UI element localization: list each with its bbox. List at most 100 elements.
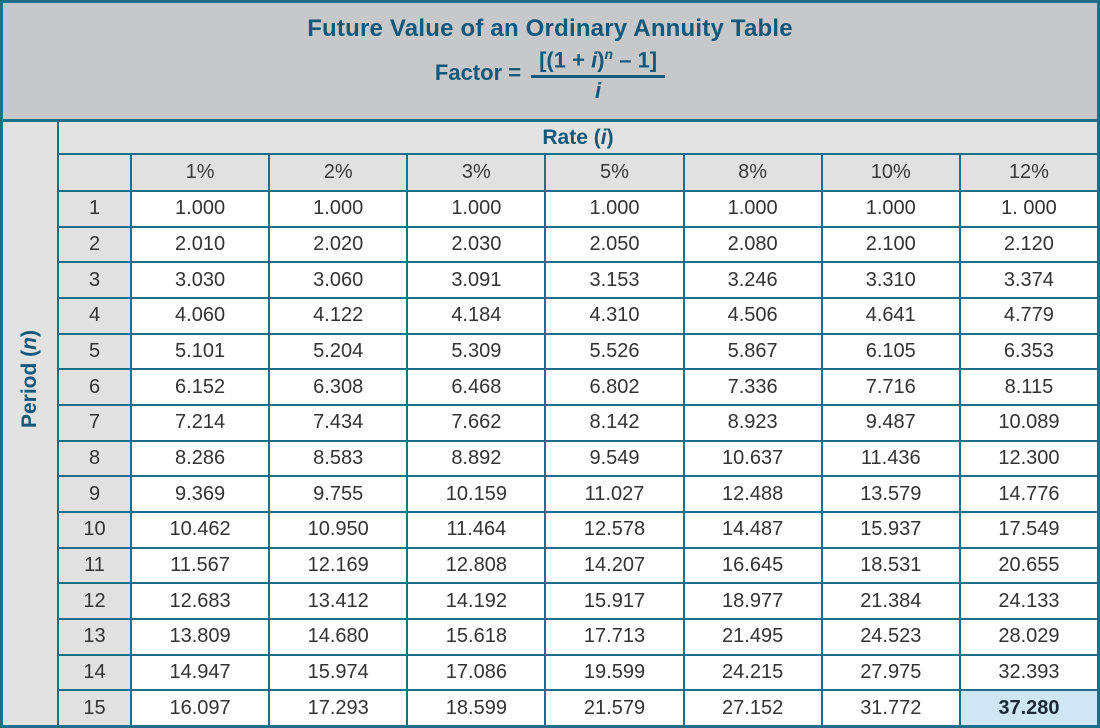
- value-cell: 14.680: [270, 620, 407, 654]
- value-cell: 11.027: [546, 477, 683, 511]
- value-cell: 1.000: [270, 192, 407, 226]
- value-cell: 10.637: [684, 441, 821, 476]
- value-cell: 21.384: [822, 584, 959, 618]
- period-cell: 4: [59, 299, 130, 333]
- value-cell: 15.618: [408, 620, 545, 654]
- period-axis-label: Period (n): [18, 329, 42, 428]
- value-cell: 4.060: [132, 299, 269, 333]
- value-cell: 9.487: [822, 406, 959, 440]
- value-cell: 6.353: [960, 334, 1097, 369]
- period-cell: 3: [59, 263, 130, 297]
- value-cell: 5.867: [684, 334, 821, 369]
- value-cell: 5.101: [132, 334, 269, 369]
- formula-numerator: [(1 + i)n – 1]: [531, 46, 666, 78]
- value-cell: 24.133: [960, 584, 1097, 618]
- value-cell: 7.336: [684, 370, 821, 404]
- value-cell: 2.010: [132, 227, 269, 262]
- value-cell: 12.683: [132, 584, 269, 618]
- value-cell: 7.214: [132, 406, 269, 440]
- value-cell: 1.000: [546, 192, 683, 226]
- value-cell: 24.215: [684, 655, 821, 690]
- value-cell: 12.169: [270, 548, 407, 583]
- value-cell: 1. 000: [960, 192, 1097, 226]
- value-cell: 9.755: [270, 477, 407, 511]
- formula-denominator: i: [595, 77, 602, 103]
- value-cell: 1.000: [822, 192, 959, 226]
- corner-cell: [59, 155, 130, 190]
- factor-formula: Factor = [(1 + i)n – 1] i: [3, 45, 1097, 103]
- period-cell: 1: [59, 192, 130, 226]
- period-axis-strip: Period (n): [0, 122, 57, 728]
- value-cell: 17.549: [960, 513, 1097, 547]
- value-cell: 9.369: [132, 477, 269, 511]
- formula-lhs: Factor =: [434, 59, 522, 85]
- value-cell: 14.947: [132, 655, 269, 690]
- value-cell: 4.122: [270, 299, 407, 333]
- value-cell: 8.923: [684, 406, 821, 440]
- value-cell: 12.488: [684, 477, 821, 511]
- value-cell: 14.487: [684, 513, 821, 547]
- value-cell: 5.526: [546, 334, 683, 369]
- value-cell: 3.246: [684, 263, 821, 297]
- period-cell: 10: [59, 513, 130, 547]
- value-cell: 27.152: [684, 691, 821, 725]
- period-cell: 6: [59, 370, 130, 404]
- value-cell: 17.713: [546, 620, 683, 654]
- value-cell: 8.286: [132, 441, 269, 476]
- value-cell: 12.808: [408, 548, 545, 583]
- value-cell: 27.975: [822, 655, 959, 690]
- value-cell: 3.374: [960, 263, 1097, 297]
- rate-column-header: 5%: [546, 155, 683, 190]
- value-cell: 2.120: [960, 227, 1097, 262]
- value-cell: 7.662: [408, 406, 545, 440]
- rate-column-header: 3%: [408, 155, 545, 190]
- value-cell: 4.310: [546, 299, 683, 333]
- value-cell: 11.464: [408, 513, 545, 547]
- value-cell: 10.950: [270, 513, 407, 547]
- annuity-factor-table: Rate (i) 1% 2% 3% 5% 8% 10% 12% 1 1.000 1.000 1.00…: [57, 122, 1100, 728]
- period-cell: 14: [59, 655, 130, 690]
- value-cell: 4.641: [822, 299, 959, 333]
- period-cell: 7: [59, 406, 130, 440]
- rate-column-header: 8%: [684, 155, 821, 190]
- table-body-area: Period (n) Rate (i) 1% 2% 3% 5% 8% 10% 12% 1 1.0…: [0, 122, 1100, 728]
- value-cell: 31.772: [822, 691, 959, 725]
- value-cell: 21.579: [546, 691, 683, 725]
- value-cell: 9.549: [546, 441, 683, 476]
- value-cell: 11.567: [132, 548, 269, 583]
- value-cell: 2.020: [270, 227, 407, 262]
- value-cell: 19.599: [546, 655, 683, 690]
- value-cell: 2.030: [408, 227, 545, 262]
- value-cell: 14.776: [960, 477, 1097, 511]
- period-cell: 11: [59, 548, 130, 583]
- value-cell: 13.809: [132, 620, 269, 654]
- value-cell: 14.207: [546, 548, 683, 583]
- period-cell: 8: [59, 441, 130, 476]
- value-cell: 4.506: [684, 299, 821, 333]
- value-cell: 18.599: [408, 691, 545, 725]
- value-cell: 8.115: [960, 370, 1097, 404]
- value-cell: 3.060: [270, 263, 407, 297]
- value-cell: 3.091: [408, 263, 545, 297]
- value-cell: 8.892: [408, 441, 545, 476]
- rate-column-header: 2%: [270, 155, 407, 190]
- value-cell: 6.468: [408, 370, 545, 404]
- value-cell: 6.308: [270, 370, 407, 404]
- value-cell: 5.309: [408, 334, 545, 369]
- value-cell: 3.030: [132, 263, 269, 297]
- value-cell: 4.779: [960, 299, 1097, 333]
- value-cell: 12.578: [546, 513, 683, 547]
- value-cell: 2.100: [822, 227, 959, 262]
- value-cell: 21.495: [684, 620, 821, 654]
- value-cell: 15.974: [270, 655, 407, 690]
- value-cell: 8.142: [546, 406, 683, 440]
- value-cell: 12.300: [960, 441, 1097, 476]
- value-cell: 1.000: [408, 192, 545, 226]
- value-cell: 2.080: [684, 227, 821, 262]
- value-cell: 10.089: [960, 406, 1097, 440]
- value-cell: 11.436: [822, 441, 959, 476]
- value-cell: 18.531: [822, 548, 959, 583]
- value-cell: 7.716: [822, 370, 959, 404]
- value-cell: 1.000: [132, 192, 269, 226]
- value-cell: 13.412: [270, 584, 407, 618]
